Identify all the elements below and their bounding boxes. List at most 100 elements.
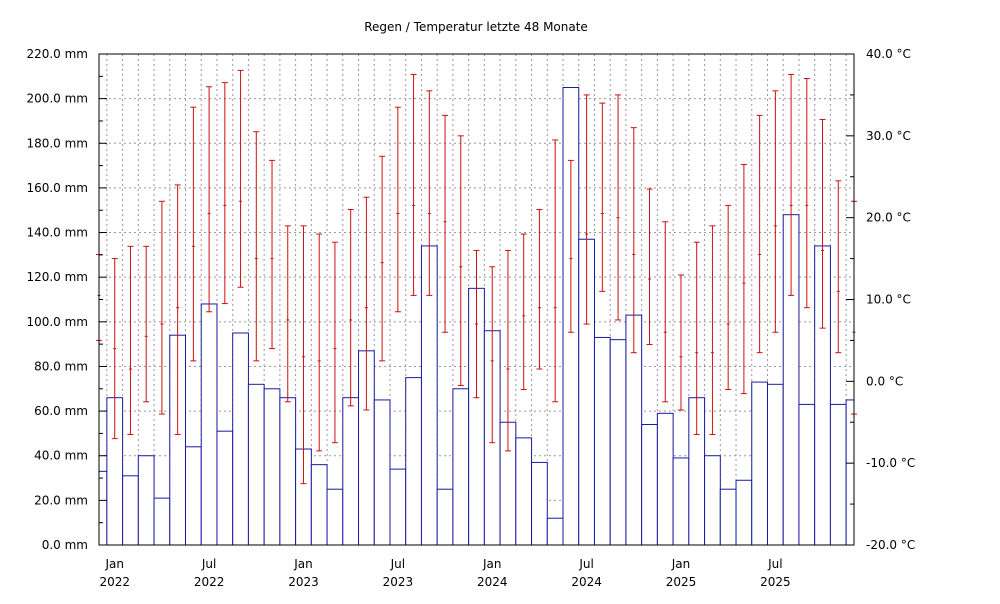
temperature-errorbar	[772, 90, 779, 333]
rain-bar	[656, 412, 674, 546]
y-right-tick-label: 20.0 °C	[866, 211, 911, 225]
rain-bar	[766, 383, 784, 546]
y-left-tick-label: 60.0 mm	[34, 404, 88, 418]
y-left-tick-label: 0.0 mm	[42, 538, 88, 552]
rain-bar	[373, 399, 391, 546]
temperature-errorbar	[221, 82, 228, 305]
rain-bar	[735, 479, 753, 546]
temperature-errorbar	[442, 114, 449, 333]
rain-bar	[247, 383, 265, 546]
y-right-tick-label: 40.0 °C	[866, 47, 911, 61]
temperature-errorbar	[111, 258, 118, 440]
rain-bar	[672, 457, 690, 546]
rain-bar	[452, 388, 470, 546]
temperature-errorbar	[489, 266, 496, 444]
temperature-errorbar	[520, 233, 527, 391]
y-left-tick-label: 120.0 mm	[26, 270, 88, 284]
rain-bar	[200, 303, 218, 546]
temperature-errorbar	[300, 225, 307, 485]
x-year-label: 2024	[571, 575, 602, 589]
rain-bar	[719, 488, 737, 546]
y-left-tick-label: 20.0 mm	[34, 493, 88, 507]
temperature-errorbar	[410, 73, 417, 296]
temperature-errorbar	[190, 106, 197, 362]
temperature-errorbar	[803, 78, 810, 309]
temperature-errorbar	[819, 118, 826, 329]
x-month-label: Jul	[578, 557, 593, 571]
rain-bar	[531, 461, 548, 546]
rain-bar	[704, 455, 721, 546]
x-month-label: Jan	[482, 557, 502, 571]
rain-bar	[98, 470, 108, 546]
temperature-errorbar	[379, 155, 386, 362]
x-year-label: 2023	[383, 575, 414, 589]
rain-bar	[798, 403, 816, 546]
y-right-tick-label: -20.0 °C	[866, 538, 915, 552]
temperature-errorbar	[835, 180, 842, 354]
y-left-tick-label: 40.0 mm	[34, 449, 88, 463]
temperature-errorbar	[394, 106, 401, 313]
rain-bar	[310, 464, 328, 546]
rain-bar	[641, 423, 658, 546]
rain-bar	[389, 468, 407, 546]
rain-bar	[122, 475, 139, 546]
temperature-errorbar	[363, 196, 370, 411]
temperature-errorbar	[206, 86, 213, 313]
temperature-errorbar	[269, 159, 276, 350]
rain-bar	[593, 336, 611, 546]
rain-bar	[845, 399, 855, 546]
x-month-label: Jul	[201, 557, 216, 571]
y-right-tick-label: 10.0 °C	[866, 293, 911, 307]
temperature-errorbar	[583, 94, 590, 325]
x-year-label: 2022	[194, 575, 225, 589]
temperature-errorbar	[158, 200, 165, 415]
temperature-errorbar	[127, 245, 134, 436]
rain-bar	[137, 455, 155, 546]
x-month-label: Jan	[293, 557, 313, 571]
y-left-tick-label: 160.0 mm	[26, 181, 88, 195]
temperature-errorbar	[143, 245, 150, 403]
y-left-tick-label: 200.0 mm	[26, 92, 88, 106]
x-month-label: Jul	[767, 557, 782, 571]
x-year-label: 2023	[288, 575, 319, 589]
axis-ticks	[99, 53, 854, 546]
x-month-label: Jan	[671, 557, 691, 571]
rain-bar	[326, 488, 344, 546]
temperature-errorbar	[740, 163, 747, 395]
temperature-errorbar	[662, 221, 669, 403]
rain-bar	[185, 446, 202, 546]
rain-bar	[263, 388, 281, 546]
temperature-errorbar	[504, 249, 511, 452]
temperature-errorbar	[646, 188, 653, 346]
x-year-label: 2025	[760, 575, 791, 589]
rain-bar	[342, 397, 360, 546]
y-left-tick-label: 100.0 mm	[26, 315, 88, 329]
temperature-errorbar	[426, 90, 433, 296]
rain-bar	[279, 397, 297, 546]
temperature-errorbar	[316, 233, 323, 452]
y-right-tick-label: 30.0 °C	[866, 129, 911, 143]
temperature-errorbar	[331, 241, 338, 444]
temperature-errorbar	[457, 135, 464, 386]
temperature-errorbar	[284, 225, 291, 403]
y-right-tick-label: 0.0 °C	[866, 374, 903, 388]
x-month-label: Jan	[104, 557, 124, 571]
temperature-errorbar	[615, 94, 622, 321]
temperature-errorbars	[96, 69, 857, 485]
rain-bar	[515, 437, 533, 546]
temperature-errorbar	[552, 139, 559, 403]
y-left-tick-label: 140.0 mm	[26, 226, 88, 240]
y-right-tick-label: -10.0 °C	[866, 456, 915, 470]
rain-bar	[436, 488, 454, 546]
temperature-errorbar	[630, 127, 637, 354]
x-month-label: Jul	[390, 557, 405, 571]
temperature-errorbar	[725, 204, 732, 391]
temperature-errorbar	[756, 114, 763, 354]
temperature-errorbar	[599, 102, 606, 292]
rain-bar	[405, 377, 422, 546]
temperature-errorbar	[174, 184, 181, 436]
y-left-tick-label: 180.0 mm	[26, 136, 88, 150]
temperature-errorbar	[709, 225, 716, 436]
